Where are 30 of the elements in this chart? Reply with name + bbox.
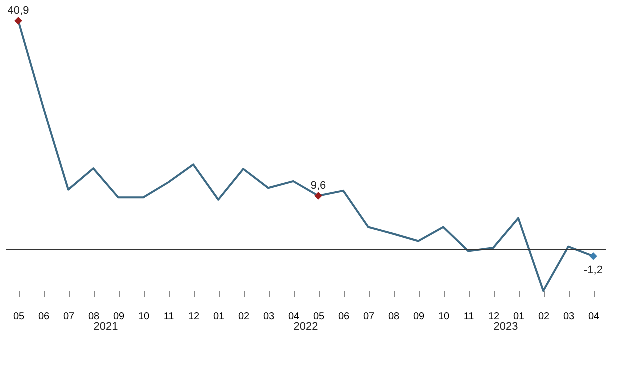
data-label: 9,6 <box>310 180 326 192</box>
text: 2022 <box>294 321 318 333</box>
x-tick-label: 03 <box>263 312 275 322</box>
x-tick-label: 04 <box>588 312 600 322</box>
x-tick-label: 07 <box>63 312 75 322</box>
x-tick-label: 07 <box>363 312 375 322</box>
data-label: 40,9 <box>8 5 30 17</box>
x-tick-label: 12 <box>188 312 200 322</box>
x-tick-label: 06 <box>338 312 350 322</box>
x-tick-label: 02 <box>538 312 550 322</box>
x-tick-label: 08 <box>388 312 400 322</box>
data-label: -1,2 <box>584 264 603 276</box>
x-tick-label: 08 <box>88 312 100 322</box>
x-tick-label: 01 <box>513 312 525 322</box>
x-tick-label: 06 <box>38 312 50 322</box>
x-tick-label: 01 <box>213 312 225 322</box>
x-tick-label: 11 <box>464 312 475 322</box>
x-tick-label: 11 <box>164 312 175 322</box>
text: 2023 <box>494 321 518 333</box>
x-tick-label: 02 <box>238 312 250 322</box>
x-tick-label: 05 <box>313 312 325 322</box>
text: 2021 <box>94 321 118 333</box>
x-tick-label: 10 <box>138 312 150 322</box>
x-tick-label: 09 <box>413 312 425 322</box>
x-tick-label: 12 <box>488 312 500 322</box>
x-tick-label: 10 <box>438 312 450 322</box>
x-tick-label: 05 <box>13 312 25 322</box>
x-tick-label: 03 <box>563 312 575 322</box>
x-tick-label: 04 <box>288 312 300 322</box>
x-tick-label: 09 <box>113 312 125 322</box>
